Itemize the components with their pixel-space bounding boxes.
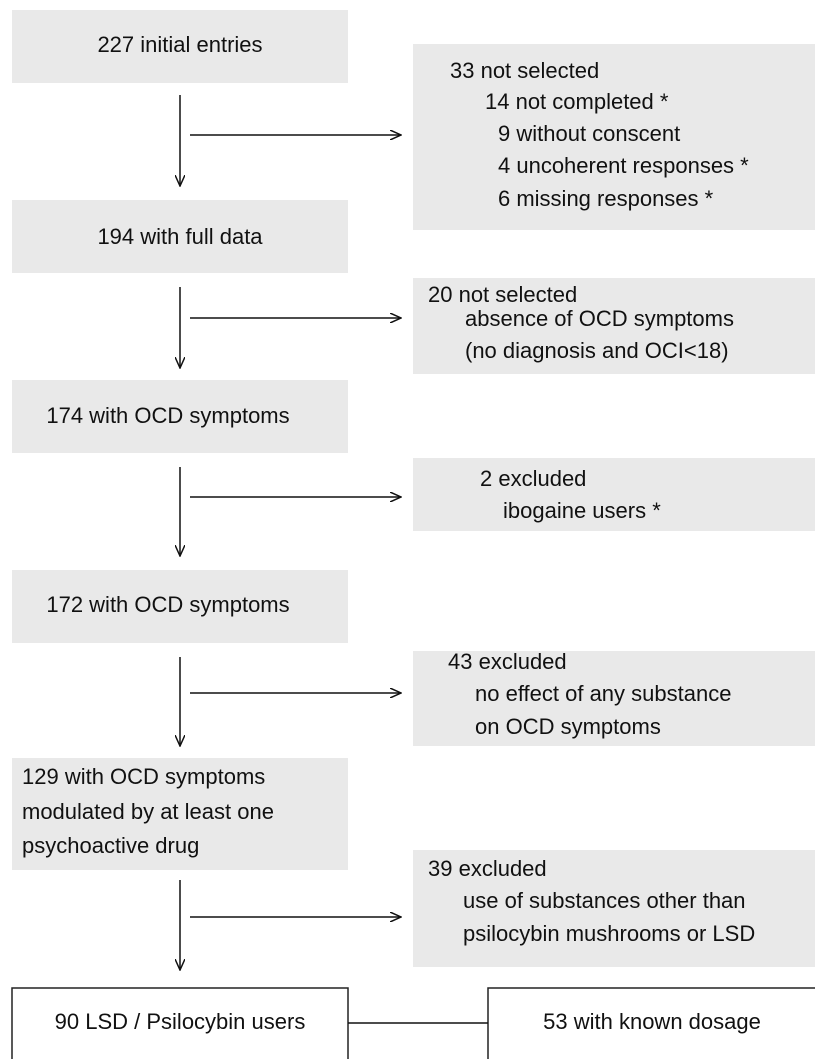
box [12,570,348,643]
box [12,758,348,870]
node-label: 53 with known dosage [543,1009,761,1034]
node-label: 129 with OCD symptoms [22,764,265,789]
exclusion-box [413,850,815,967]
exclusion-text: 6 missing responses * [498,186,714,211]
exclusion-text: ibogaine users * [503,498,661,523]
node-label: 227 initial entries [97,32,262,57]
exclusion-text: on OCD symptoms [475,714,661,739]
node-label: modulated by at least one [22,799,274,824]
box [12,380,348,453]
node-label: 194 with full data [97,224,263,249]
box [11,987,349,1059]
exclusion-text: no effect of any substance [475,681,731,706]
node-label: 172 with OCD symptoms [46,592,289,617]
exclusion-text: 20 not selected [428,282,577,307]
exclusion-text: 2 excluded [480,466,586,491]
exclusion-text: 14 not completed * [485,89,669,114]
exclusion-text: 39 excluded [428,856,547,881]
exclusion-text: (no diagnosis and OCI<18) [465,338,729,363]
node-label: psychoactive drug [22,833,199,858]
node-label: 90 LSD / Psilocybin users [55,1009,306,1034]
exclusion-text: use of substances other than [463,888,746,913]
exclusion-box [413,278,815,374]
exclusion-text: 9 without conscent [498,121,680,146]
exclusion-text: 43 excluded [448,649,567,674]
exclusion-text: absence of OCD symptoms [465,306,734,331]
exclusion-box [413,458,815,531]
box [12,200,348,273]
exclusion-text: 4 uncoherent responses * [498,153,749,178]
box [487,987,815,1059]
exclusion-text: 33 not selected [450,58,599,83]
exclusion-box [413,651,815,746]
exclusion-box [413,44,815,230]
node-label: 174 with OCD symptoms [46,403,289,428]
exclusion-text: psilocybin mushrooms or LSD [463,921,755,946]
box [12,10,348,83]
